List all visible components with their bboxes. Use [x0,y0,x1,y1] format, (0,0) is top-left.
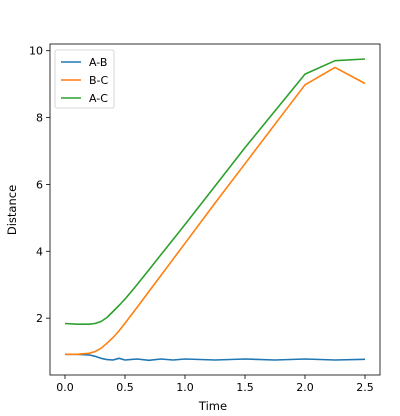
y-tick-label: 4 [36,245,43,258]
series-line-a-b [65,353,366,362]
x-tick-label: 0.5 [116,381,134,394]
x-tick-label: 0.0 [56,381,74,394]
x-axis-ticks: 0.0 0.5 1.0 1.5 2.0 2.5 [56,375,374,394]
x-tick-label: 1.5 [236,381,254,394]
y-tick-label: 10 [29,45,43,58]
series-layer [64,58,366,362]
y-axis-title: Distance [5,185,19,235]
series-line-b-c [65,66,366,356]
y-tick-label: 6 [36,178,43,191]
x-tick-label: 2.5 [356,381,374,394]
y-axis-ticks: 2 4 6 8 10 [29,45,50,325]
legend-box [54,49,115,109]
x-axis-title: Time [198,399,227,413]
legend-label-a-c: A-C [89,92,108,105]
series-line-a-c [64,58,366,326]
legend-label-a-b: A-B [89,56,107,69]
y-tick-label: 2 [36,312,43,325]
x-tick-label: 1.0 [176,381,194,394]
legend: A-B B-C A-C [54,49,115,109]
legend-label-b-c: B-C [89,74,109,87]
y-tick-label: 8 [36,112,43,125]
x-tick-label: 2.0 [296,381,314,394]
